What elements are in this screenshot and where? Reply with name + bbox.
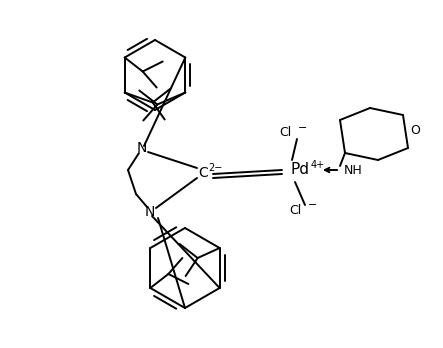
- Text: −: −: [298, 123, 308, 133]
- Text: C: C: [198, 166, 208, 180]
- Text: Cl: Cl: [289, 204, 301, 216]
- Text: N: N: [137, 141, 147, 155]
- Text: −: −: [308, 200, 318, 210]
- Text: 4+: 4+: [311, 160, 325, 170]
- Text: Pd: Pd: [291, 163, 310, 177]
- Text: N: N: [145, 205, 155, 219]
- Text: NH: NH: [344, 164, 362, 176]
- Text: O: O: [410, 124, 420, 136]
- Text: Cl: Cl: [279, 127, 291, 140]
- Text: 2−: 2−: [208, 163, 222, 173]
